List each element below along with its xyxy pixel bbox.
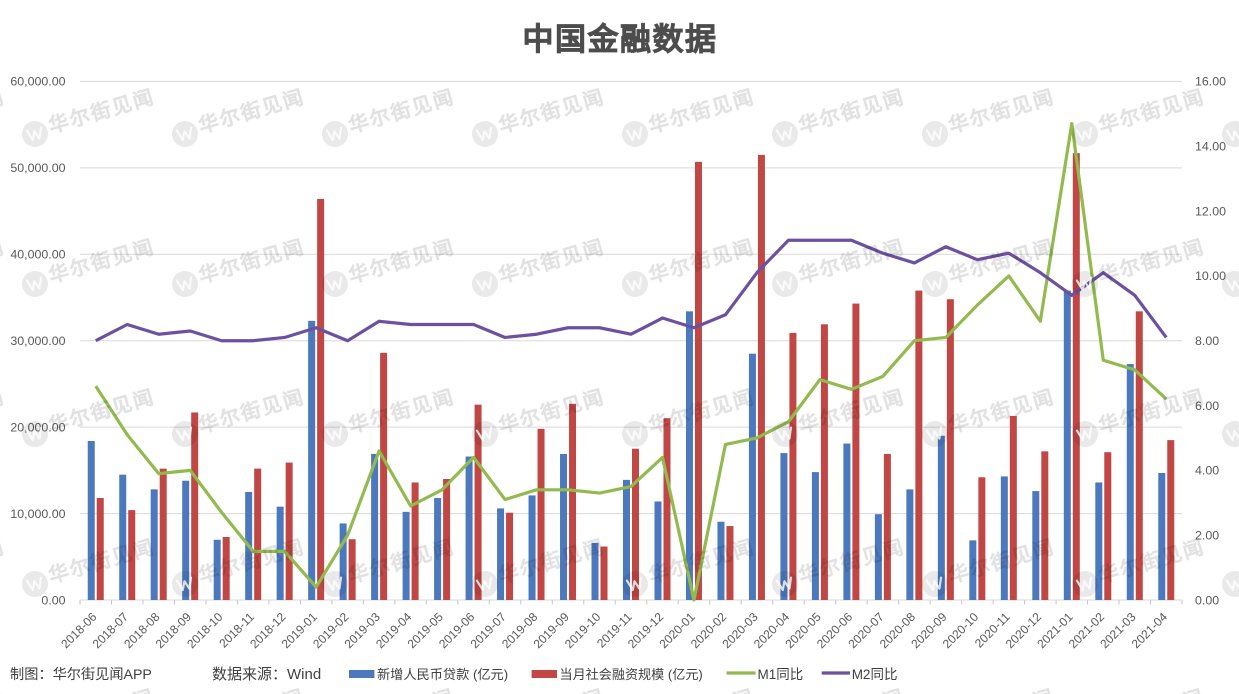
svg-text:制图：华尔街见闻APP: 制图：华尔街见闻APP bbox=[10, 667, 152, 683]
svg-text:10,000.00: 10,000.00 bbox=[10, 507, 65, 521]
svg-text:10.00: 10.00 bbox=[1195, 269, 1226, 283]
svg-text:0.00: 0.00 bbox=[41, 593, 65, 607]
svg-text:60,000.00: 60,000.00 bbox=[10, 75, 65, 89]
svg-text:当月社会融资规模 (亿元): 当月社会融资规模 (亿元) bbox=[560, 667, 703, 682]
svg-text:14.00: 14.00 bbox=[1195, 140, 1226, 154]
svg-text:中国金融数据: 中国金融数据 bbox=[523, 22, 718, 57]
svg-text:40,000.00: 40,000.00 bbox=[10, 248, 65, 262]
svg-text:30,000.00: 30,000.00 bbox=[10, 334, 65, 348]
svg-text:2021-04: 2021-04 bbox=[1129, 610, 1170, 651]
svg-text:M2同比: M2同比 bbox=[852, 667, 898, 682]
svg-text:16.00: 16.00 bbox=[1195, 75, 1226, 89]
svg-text:数据来源：Wind: 数据来源：Wind bbox=[212, 666, 321, 683]
svg-text:4.00: 4.00 bbox=[1195, 464, 1219, 478]
svg-text:0.00: 0.00 bbox=[1195, 593, 1219, 607]
svg-text:M1同比: M1同比 bbox=[758, 667, 804, 682]
svg-text:12.00: 12.00 bbox=[1195, 204, 1226, 218]
svg-text:新增人民币贷款 (亿元): 新增人民币贷款 (亿元) bbox=[377, 667, 508, 682]
svg-text:50,000.00: 50,000.00 bbox=[10, 161, 65, 175]
svg-text:8.00: 8.00 bbox=[1195, 334, 1219, 348]
